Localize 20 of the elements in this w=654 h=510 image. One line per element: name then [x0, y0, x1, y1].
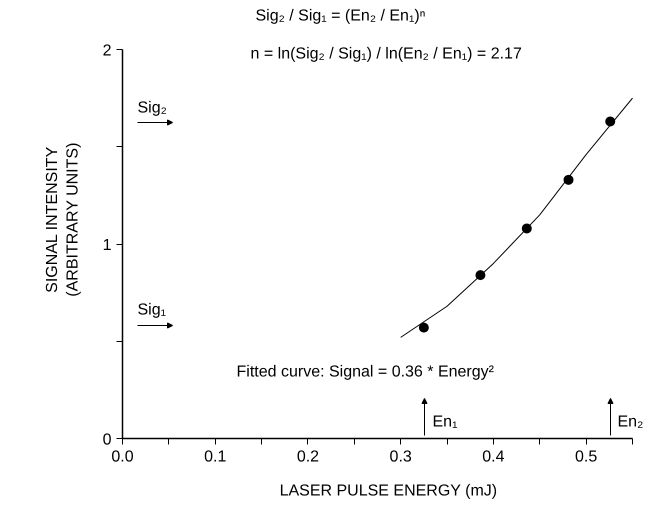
x-axis-title: LASER PULSE ENERGY (mJ) — [280, 482, 498, 500]
x-tick-label: 0.3 — [390, 448, 412, 466]
annotation: En₁ — [432, 414, 458, 430]
line-series — [400, 98, 633, 338]
x-tick-label: 0.5 — [575, 448, 598, 466]
y-axis-title: SIGNAL INTENSITY (ARBITRARY UNITS) — [44, 142, 82, 297]
annotation: En₂ — [618, 414, 644, 430]
x-tick-label: 0.1 — [204, 448, 226, 466]
annotation: Sig₂ — [138, 100, 167, 116]
annotation: Fitted curve: Signal = 0.36 * Energy² — [236, 364, 495, 380]
x-tick-label: 0.0 — [111, 448, 134, 466]
point — [418, 322, 429, 333]
x-tick-label: 0.4 — [482, 448, 505, 466]
y-tick-label: 1 — [102, 237, 112, 254]
y-tick-label: 2 — [102, 42, 112, 60]
y-tick-label: 0 — [102, 432, 112, 448]
text: Sig₂ / Sig₁ = (En₂ / En₁)ⁿ — [256, 8, 426, 24]
annotation: Sig₁ — [138, 302, 166, 318]
annotation: n = ln(Sig₂ / Sig₁) / ln(En₂ / En₁) = 2.17 — [250, 46, 522, 62]
x-tick-label: 0.2 — [296, 448, 320, 466]
